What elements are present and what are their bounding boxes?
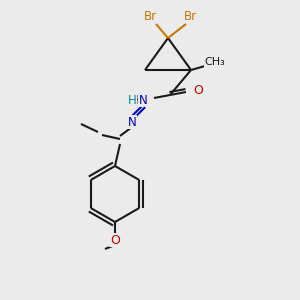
- Text: Br: Br: [183, 10, 196, 22]
- Text: Br: Br: [143, 10, 157, 22]
- Text: N: N: [139, 94, 147, 106]
- Text: N: N: [128, 116, 136, 128]
- Text: HN: HN: [131, 94, 149, 106]
- Text: H: H: [128, 94, 136, 106]
- Text: O: O: [110, 233, 120, 247]
- Text: O: O: [193, 83, 203, 97]
- Text: CH₃: CH₃: [205, 57, 225, 67]
